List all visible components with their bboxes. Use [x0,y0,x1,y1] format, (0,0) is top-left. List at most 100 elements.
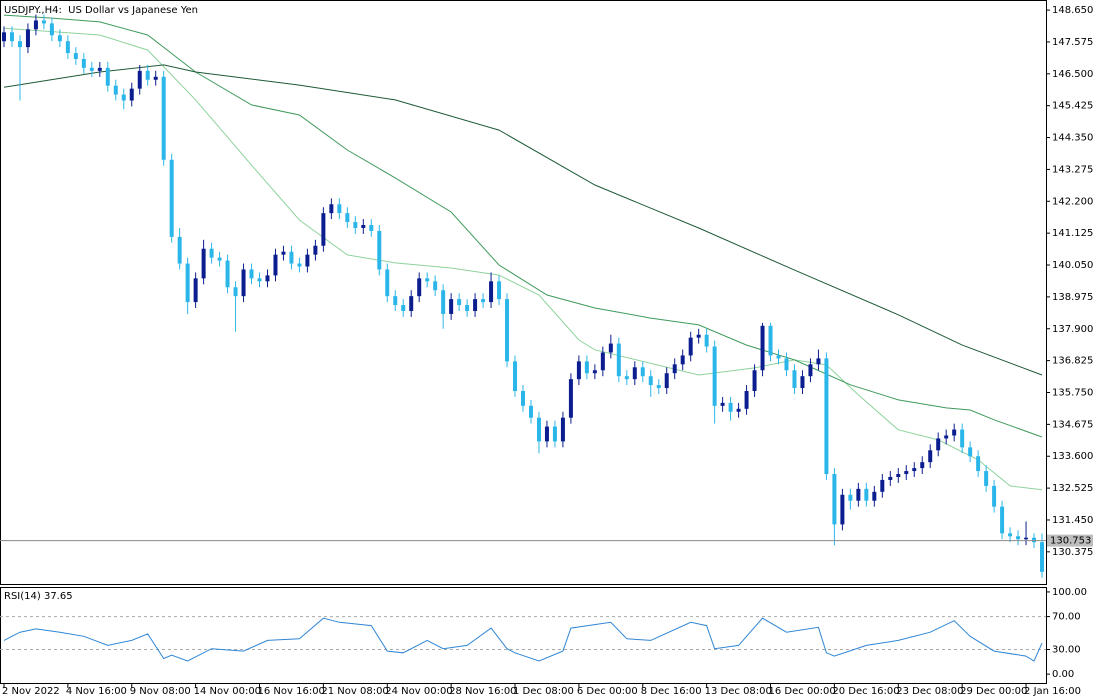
candle-body [465,305,470,311]
x-tick-label: 16 Dec 00:00 [769,686,836,697]
y-tick-label: 135.750 [1052,387,1093,398]
candle-body [257,278,262,282]
candle-body [105,67,110,86]
y-tick-label: 0.00 [1052,669,1074,680]
candle-body [321,213,326,246]
x-tick-label: 21 Nov 08:00 [321,686,388,697]
last-price-label: 130.753 [1050,536,1091,547]
y-tick-label: 145.425 [1052,101,1093,112]
candle-body [177,236,182,264]
candle-body [584,361,589,374]
candle-body [776,355,781,359]
y-tick-label: 100.00 [1052,587,1087,598]
candle-body [840,494,845,525]
candle-body [433,281,438,291]
candle-body [297,263,302,267]
candle-body [888,476,893,480]
candle-body [369,225,374,231]
candle-body [497,281,502,300]
candle-body [289,251,294,264]
candle-body [960,429,965,448]
x-tick-label: 4 Nov 16:00 [66,686,127,697]
candle-body [704,334,709,347]
last-price-box [1047,534,1093,547]
candle-body [425,278,430,282]
candle-body [544,426,549,442]
candle-body [41,20,46,24]
candle-body [1032,537,1037,543]
candle-body [225,260,230,288]
candle-body [193,278,198,303]
x-tick-label: 9 Nov 08:00 [130,686,191,697]
candle-body [65,41,70,54]
candle-body [752,370,757,392]
candle-body [640,367,645,377]
x-tick-label: 20 Dec 16:00 [832,686,899,697]
y-tick-label: 134.675 [1052,419,1093,430]
candle-body [784,358,789,371]
candle-body [616,343,621,377]
candle-body [281,251,286,255]
candle-body [600,352,605,371]
candle-body [49,23,54,36]
x-tick-label: 8 Dec 16:00 [641,686,702,697]
y-tick-label: 146.500 [1052,69,1093,80]
y-tick-label: 136.825 [1052,356,1093,367]
candle-body [25,29,30,48]
candle-body [273,254,278,276]
candle-body [345,213,350,223]
candle-body [249,269,254,279]
candle-body [528,405,533,418]
candle-body [896,474,901,477]
candle-body [113,85,118,95]
candle-body [513,361,518,392]
candle-body [417,278,422,297]
candle-body [856,488,861,501]
candle-body [409,296,414,311]
indicator-title: RSI(14) 37.65 [4,591,73,602]
candle-body [1040,542,1045,572]
candle-body [800,376,805,389]
candle-body [169,159,174,237]
candle-body [441,290,446,314]
candle-body [808,364,813,377]
candle-body [824,358,829,475]
candle-body [209,248,214,258]
candle-body [33,20,38,30]
y-tick-label: 133.600 [1052,451,1093,462]
candle-body [57,35,62,42]
candle-body [1008,533,1013,537]
candle-body [81,58,86,68]
candle-body [672,364,677,374]
candle-body [473,299,478,311]
candle-body [1000,506,1005,534]
candle-body [656,385,661,389]
candle-body [592,370,597,374]
candle-body [904,471,909,475]
candle-body [664,373,669,389]
moving-average [3,14,1043,438]
candle-body [992,485,997,507]
candle-body [393,296,398,306]
y-tick-label: 143.275 [1052,164,1093,175]
candle-body [720,402,725,406]
candle-body [552,426,557,442]
x-tick-label: 28 Nov 16:00 [449,686,516,697]
y-tick-label: 147.575 [1052,37,1093,48]
y-tick-label: 141.125 [1052,228,1093,239]
y-tick-label: 140.050 [1052,260,1093,271]
candle-body [489,281,494,303]
candle-body [760,325,765,371]
candle-body [728,402,733,412]
candle-body [912,468,917,472]
x-tick-label: 16 Nov 16:00 [258,686,325,697]
x-tick-label: 13 Dec 08:00 [705,686,772,697]
x-tick-label: 2 Jan 16:00 [1024,686,1081,697]
x-tick-label: 1 Dec 08:00 [513,686,574,697]
candle-body [968,447,973,457]
candle-body [928,450,933,463]
rsi-line [3,617,1043,662]
candle-body [161,76,166,160]
candle-body [1,32,6,42]
